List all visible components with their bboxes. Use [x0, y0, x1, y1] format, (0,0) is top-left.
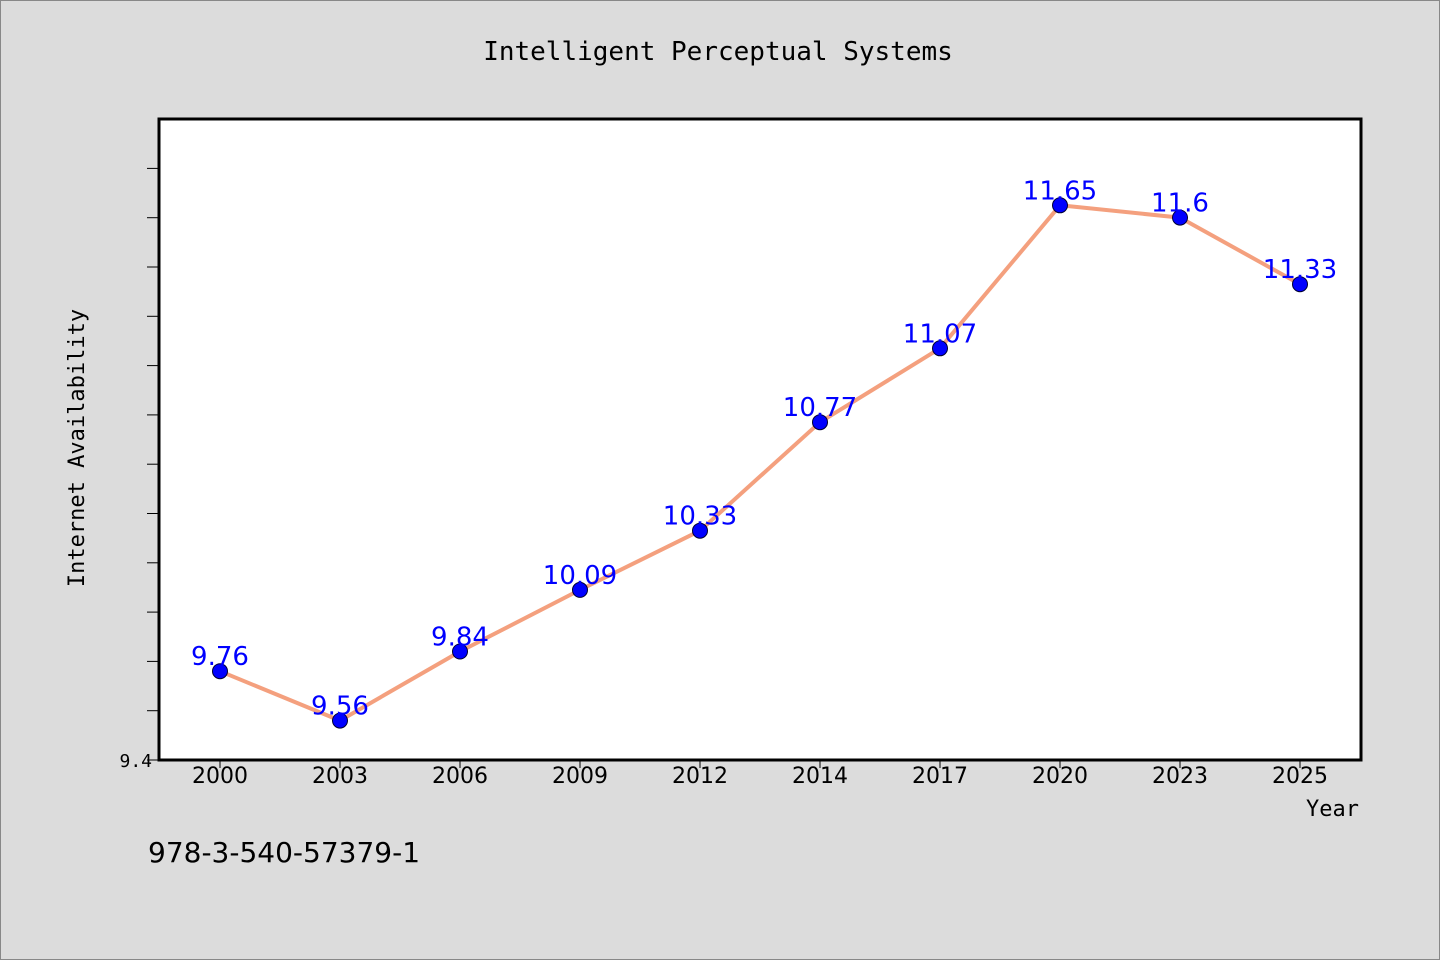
data-label: 9.76	[191, 642, 249, 672]
data-label: 10.09	[543, 561, 617, 591]
data-point-marker	[812, 414, 828, 431]
data-point-marker	[452, 643, 468, 660]
x-tick-label: 2009	[552, 764, 608, 789]
x-tick-label: 2003	[312, 764, 368, 789]
plot-area	[157, 117, 1363, 762]
data-point-marker	[1292, 276, 1308, 293]
series-line	[219, 203, 1301, 723]
data-label: 9.84	[431, 623, 489, 653]
data-label: 11.07	[903, 319, 977, 349]
x-tick-label: 2012	[672, 764, 728, 789]
x-tick-label: 2014	[792, 764, 848, 789]
x-axis-ticks: 2000 2003 2006 2009 2012 2014 2017 2020 2023 2025	[192, 760, 1328, 789]
data-point-marker	[932, 340, 948, 357]
series-markers	[212, 197, 1308, 729]
data-point-marker	[1052, 197, 1068, 214]
chart-title: Intelligent Perceptual Systems	[483, 37, 953, 67]
data-point-marker	[1172, 209, 1188, 226]
data-point-marker	[332, 712, 348, 729]
y-tick-label-min: 9.4	[119, 751, 152, 772]
data-label: 11.6	[1151, 189, 1209, 219]
x-tick-label: 2025	[1272, 764, 1328, 789]
y-axis-label: Internet Availability	[65, 309, 90, 587]
x-tick-label: 2006	[432, 764, 488, 789]
data-point-marker	[212, 663, 228, 680]
data-label: 11.33	[1263, 255, 1337, 285]
data-label: 10.33	[663, 502, 737, 532]
x-axis-label: Year	[1306, 797, 1359, 822]
x-tick-label: 2020	[1032, 764, 1088, 789]
data-labels: 9.76 9.56 9.84 10.09 10.33 10.77 11.07 11.65 11.…	[191, 176, 1337, 721]
footnote-isbn: 978-3-540-57379-1	[148, 836, 420, 869]
x-tick-label: 2017	[912, 764, 968, 789]
y-axis-ticks	[147, 167, 159, 761]
x-tick-label: 2000	[192, 764, 248, 789]
x-tick-label: 2023	[1152, 764, 1208, 789]
data-label: 10.77	[783, 393, 857, 423]
data-label: 11.65	[1023, 176, 1097, 206]
data-point-marker	[572, 581, 588, 598]
data-point-marker	[692, 522, 708, 539]
data-label: 9.56	[311, 692, 369, 722]
